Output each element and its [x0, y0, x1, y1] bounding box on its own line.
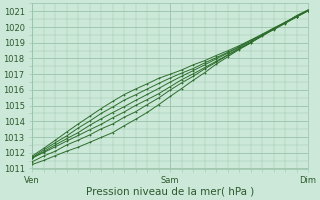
X-axis label: Pression niveau de la mer( hPa ): Pression niveau de la mer( hPa ) [86, 187, 254, 197]
